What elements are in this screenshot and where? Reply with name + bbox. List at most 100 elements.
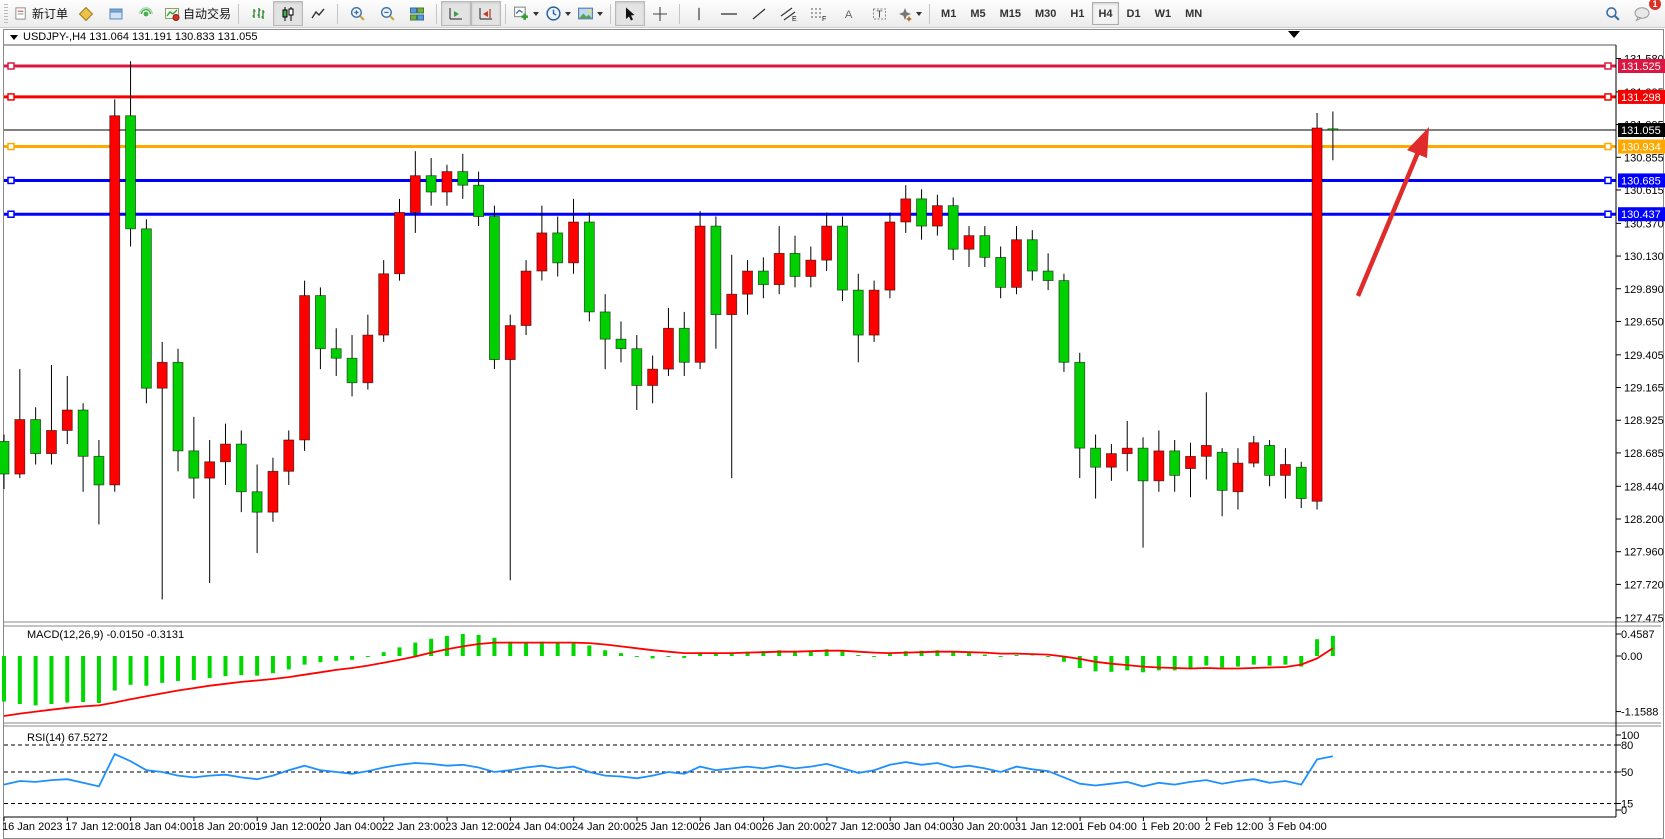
candle-body xyxy=(220,443,231,463)
bar-chart-mode-button[interactable] xyxy=(243,1,273,26)
candle-body xyxy=(156,361,168,389)
candle-body xyxy=(1280,464,1291,476)
template-icon xyxy=(578,7,593,20)
time-axis-label: 24 Jan 04:00 xyxy=(508,821,572,833)
annotation-arrow-shaft[interactable] xyxy=(1355,149,1422,297)
signals-button[interactable] xyxy=(131,1,161,26)
level-price-label-bg xyxy=(1618,173,1665,188)
period-button-M5[interactable]: M5 xyxy=(970,7,986,20)
candle-body xyxy=(1311,127,1323,502)
time-axis-label: 17 Jan 12:00 xyxy=(65,821,129,833)
text-tool-button[interactable]: A xyxy=(834,1,864,26)
svg-text:T: T xyxy=(876,9,882,20)
candle-body xyxy=(615,338,627,350)
vertical-line-tool-button[interactable] xyxy=(684,1,714,26)
horizontal-line-tool-button[interactable] xyxy=(714,1,744,26)
chart-shift-button[interactable] xyxy=(471,1,502,26)
candle-body xyxy=(1074,361,1086,449)
rsi-axis-label: 15 xyxy=(1621,799,1633,811)
time-axis-label: 20 Jan 04:00 xyxy=(319,821,383,833)
period-button-D1[interactable]: D1 xyxy=(1126,7,1141,20)
chart-shift-marker[interactable] xyxy=(1288,31,1300,38)
line-handle[interactable] xyxy=(7,176,15,185)
candle-body xyxy=(963,235,975,250)
new-order-button[interactable]: 新订单 xyxy=(11,1,71,26)
template-button[interactable] xyxy=(574,1,606,26)
macd-signal-line xyxy=(3,641,1334,717)
vertical-line-icon xyxy=(698,7,700,20)
candle-body xyxy=(235,443,247,493)
period-selector-dropdown-icon[interactable] xyxy=(565,11,572,16)
candle-body xyxy=(837,225,848,291)
line-chart-mode-button[interactable] xyxy=(303,1,333,26)
fibonacci-tool-button[interactable]: F xyxy=(804,1,834,26)
candle-body xyxy=(489,216,500,360)
candle-body xyxy=(77,409,89,457)
top-toolbar: 新订单 自动交易 xyxy=(0,0,1665,28)
candle-body xyxy=(552,232,564,264)
price-tick-label: 129.405 xyxy=(1624,350,1664,362)
line-handle[interactable] xyxy=(7,142,15,151)
candle-body xyxy=(125,115,136,230)
price-tick-label: 127.475 xyxy=(1624,613,1664,625)
period-button-H1[interactable]: H1 xyxy=(1070,7,1085,20)
autotrading-button[interactable]: 自动交易 xyxy=(161,1,234,26)
line-handle[interactable] xyxy=(1604,93,1612,101)
line-handle[interactable] xyxy=(7,62,15,70)
search-button[interactable] xyxy=(1597,1,1627,26)
candle-body xyxy=(409,175,421,213)
zoom-out-button[interactable] xyxy=(372,1,402,26)
line-handle[interactable] xyxy=(7,210,15,218)
candle-body xyxy=(504,325,516,360)
text-label-tool-button[interactable]: T xyxy=(864,1,894,26)
period-button-M30[interactable]: M30 xyxy=(1035,7,1057,20)
notifications-button[interactable]: 1 xyxy=(1627,0,1661,26)
line-handle[interactable] xyxy=(1604,210,1612,218)
line-handle[interactable] xyxy=(1604,176,1612,185)
add-indicator-dropdown-icon[interactable] xyxy=(533,11,540,16)
market-watch-button[interactable] xyxy=(71,1,101,26)
candle-body xyxy=(1153,450,1165,482)
crosshair-tool-button[interactable] xyxy=(645,1,675,26)
level-price-label: 130.934 xyxy=(1621,142,1661,154)
auto-scroll-button[interactable] xyxy=(441,1,472,26)
chart-title-bar[interactable]: USDJPY-,H4 131.064 131.191 130.833 131.0… xyxy=(4,30,257,44)
period-button-W1[interactable]: W1 xyxy=(1154,7,1172,20)
candle-body xyxy=(1200,445,1212,457)
period-button-H4[interactable]: H4 xyxy=(1092,2,1119,25)
candle-body xyxy=(283,439,295,472)
toolbar-grip[interactable] xyxy=(4,3,8,24)
time-axis-label: 26 Jan 04:00 xyxy=(698,821,762,833)
chart-menu-icon[interactable] xyxy=(10,34,18,40)
cursor-tool-button[interactable] xyxy=(615,1,646,26)
candle-body xyxy=(1327,128,1339,131)
tile-windows-button[interactable] xyxy=(402,1,432,26)
template-dropdown-icon[interactable] xyxy=(597,11,604,16)
time-axis-label: 19 Jan 12:00 xyxy=(255,821,319,833)
trendline-tool-button[interactable] xyxy=(744,1,774,26)
period-button-MN[interactable]: MN xyxy=(1185,7,1203,20)
data-window-button[interactable] xyxy=(101,1,131,26)
equidistant-channel-tool-button[interactable]: E xyxy=(774,1,804,26)
arrows-tool-button[interactable] xyxy=(894,1,925,26)
candle-body xyxy=(1264,445,1275,476)
auto-scroll-icon xyxy=(449,7,463,20)
price-tick-label: 130.855 xyxy=(1624,152,1664,164)
arrows-dropdown-icon[interactable] xyxy=(916,11,923,16)
period-button-M15[interactable]: M15 xyxy=(999,7,1021,20)
line-handle[interactable] xyxy=(1604,62,1612,70)
line-handle[interactable] xyxy=(1604,142,1612,151)
add-indicator-button[interactable] xyxy=(510,1,542,26)
candle-body xyxy=(900,198,912,223)
zoom-in-button[interactable] xyxy=(342,1,372,26)
annotation-arrow-head[interactable] xyxy=(1407,127,1429,158)
candle-body xyxy=(979,235,991,258)
price-tick-label: 130.615 xyxy=(1624,185,1664,197)
period-button-M1[interactable]: M1 xyxy=(941,7,957,20)
candle-body xyxy=(726,293,738,316)
candlestick-mode-button[interactable] xyxy=(273,1,304,26)
candle-body xyxy=(694,225,706,363)
period-selector-button[interactable] xyxy=(542,1,574,26)
line-handle[interactable] xyxy=(7,93,15,101)
